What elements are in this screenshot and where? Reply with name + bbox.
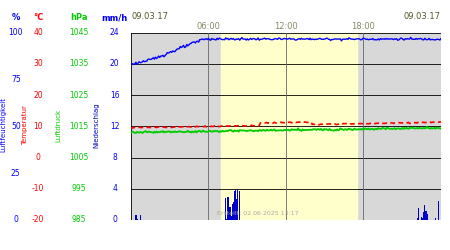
- Text: 995: 995: [72, 184, 86, 193]
- Text: 8: 8: [112, 153, 117, 162]
- Text: 09.03.17: 09.03.17: [131, 12, 168, 21]
- Text: 4: 4: [112, 184, 117, 193]
- Bar: [418, 208, 419, 220]
- Text: mm/h: mm/h: [102, 14, 128, 22]
- Bar: [421, 217, 422, 220]
- Text: 24: 24: [110, 28, 120, 37]
- Bar: [239, 191, 240, 220]
- Text: 06:00: 06:00: [196, 22, 220, 31]
- Bar: [228, 215, 230, 220]
- Text: 1035: 1035: [69, 59, 89, 68]
- Bar: [232, 204, 233, 220]
- Bar: [417, 218, 418, 220]
- Text: 1005: 1005: [69, 153, 89, 162]
- Bar: [226, 219, 227, 220]
- Bar: [135, 215, 136, 220]
- Text: 30: 30: [33, 59, 43, 68]
- Text: Luftdruck: Luftdruck: [55, 108, 62, 142]
- Text: 75: 75: [11, 75, 21, 84]
- Bar: [140, 215, 141, 220]
- Bar: [227, 198, 229, 220]
- Text: 0: 0: [36, 153, 40, 162]
- Bar: [435, 218, 436, 220]
- Bar: [237, 189, 238, 220]
- Bar: [225, 198, 226, 220]
- Text: 1025: 1025: [69, 90, 88, 100]
- Text: hPa: hPa: [70, 14, 87, 22]
- Bar: [221, 32, 357, 220]
- Text: 40: 40: [33, 28, 43, 37]
- Text: 985: 985: [72, 216, 86, 224]
- Text: 50: 50: [11, 122, 21, 131]
- Text: Erstellt: 02.06.2025 13:17: Erstellt: 02.06.2025 13:17: [217, 211, 299, 216]
- Text: 16: 16: [110, 90, 120, 100]
- Text: 0: 0: [14, 216, 18, 224]
- Text: -20: -20: [32, 216, 45, 224]
- Bar: [233, 202, 234, 220]
- Bar: [234, 191, 235, 220]
- Bar: [235, 190, 236, 220]
- Text: Luftfeuchtigkeit: Luftfeuchtigkeit: [0, 98, 7, 152]
- Text: Niederschlag: Niederschlag: [94, 102, 100, 148]
- Bar: [426, 214, 428, 220]
- Text: 1015: 1015: [69, 122, 88, 131]
- Text: 18:00: 18:00: [351, 22, 375, 31]
- Text: 25: 25: [11, 168, 21, 177]
- Text: 20: 20: [110, 59, 120, 68]
- Bar: [136, 219, 138, 220]
- Bar: [425, 211, 427, 220]
- Bar: [438, 201, 440, 220]
- Text: 20: 20: [33, 90, 43, 100]
- Text: 09.03.17: 09.03.17: [403, 12, 440, 21]
- Bar: [422, 218, 423, 220]
- Text: 1045: 1045: [69, 28, 89, 37]
- Text: -10: -10: [32, 184, 45, 193]
- Text: 10: 10: [33, 122, 43, 131]
- Text: °C: °C: [33, 14, 44, 22]
- Text: 0: 0: [112, 216, 117, 224]
- Bar: [423, 212, 424, 220]
- Bar: [236, 199, 237, 220]
- Bar: [424, 205, 425, 220]
- Bar: [230, 216, 232, 220]
- Text: Temperatur: Temperatur: [22, 105, 28, 145]
- Text: 100: 100: [9, 28, 23, 37]
- Text: %: %: [12, 14, 20, 22]
- Bar: [230, 207, 231, 220]
- Text: 12:00: 12:00: [274, 22, 297, 31]
- Text: 12: 12: [110, 122, 120, 131]
